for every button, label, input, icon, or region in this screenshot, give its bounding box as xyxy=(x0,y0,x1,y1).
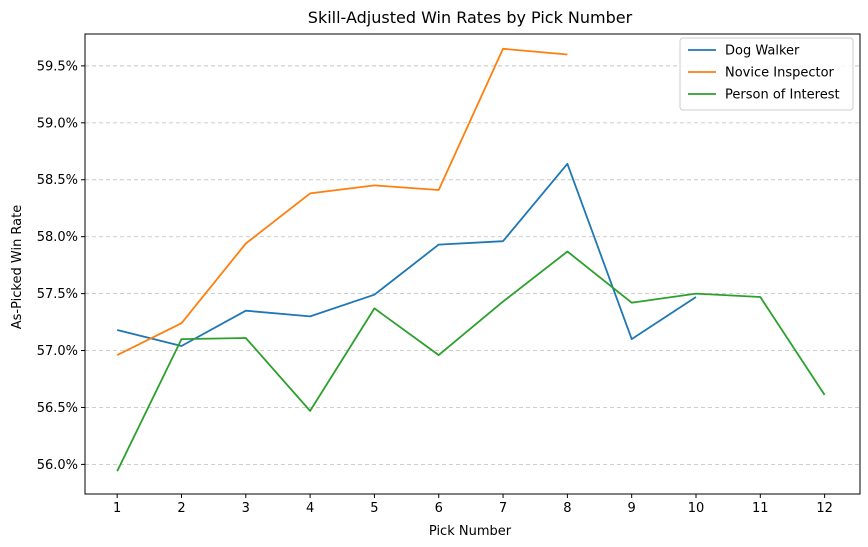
y-tick-label: 56.0% xyxy=(37,458,78,473)
legend: Dog Walker Novice Inspector Person of Inte… xyxy=(679,37,854,111)
gridlines xyxy=(85,65,860,465)
y-tick-label: 59.5% xyxy=(37,59,78,74)
series-line-novice-inspector xyxy=(116,47,568,356)
y-tick-label: 58.5% xyxy=(37,173,78,188)
x-axis-label: Pick Number xyxy=(429,524,512,539)
legend-label: Person of Interest xyxy=(725,88,840,103)
x-tick-label: 3 xyxy=(242,501,250,516)
x-tick-label: 1 xyxy=(113,501,121,516)
x-tick-label: 6 xyxy=(435,501,443,516)
chart-title: Skill-Adjusted Win Rates by Pick Number xyxy=(308,8,633,27)
plot-area-frame xyxy=(84,33,861,495)
x-tick-label: 2 xyxy=(177,501,185,516)
y-tick-label: 56.5% xyxy=(37,401,78,416)
legend-label: Novice Inspector xyxy=(725,66,835,81)
y-axis-label: As-Picked Win Rate xyxy=(10,205,25,329)
y-tick-label: 59.0% xyxy=(37,116,78,131)
x-tick-label: 8 xyxy=(563,501,571,516)
series-line-dog-walker xyxy=(116,162,697,347)
y-tick-label: 58.0% xyxy=(37,230,78,245)
y-tick-label: 57.0% xyxy=(37,344,78,359)
x-tick-label: 4 xyxy=(306,501,314,516)
x-tick-label: 12 xyxy=(816,501,833,516)
x-tick-label: 10 xyxy=(688,501,705,516)
legend-box xyxy=(679,37,854,111)
x-axis: 1 2 3 4 5 6 7 8 9 10 11 12 xyxy=(113,494,833,516)
y-axis: 56.0% 56.5% 57.0% 57.5% 58.0% 58.5% 59.0% 59.5% xyxy=(37,59,85,473)
x-tick-label: 11 xyxy=(752,501,769,516)
x-tick-label: 5 xyxy=(370,501,378,516)
x-tick-label: 9 xyxy=(628,501,636,516)
series-line-person-of-interest xyxy=(116,250,826,472)
x-tick-label: 7 xyxy=(499,501,507,516)
series-lines xyxy=(116,47,826,472)
legend-label: Dog Walker xyxy=(725,44,800,59)
y-tick-label: 57.5% xyxy=(37,287,78,302)
